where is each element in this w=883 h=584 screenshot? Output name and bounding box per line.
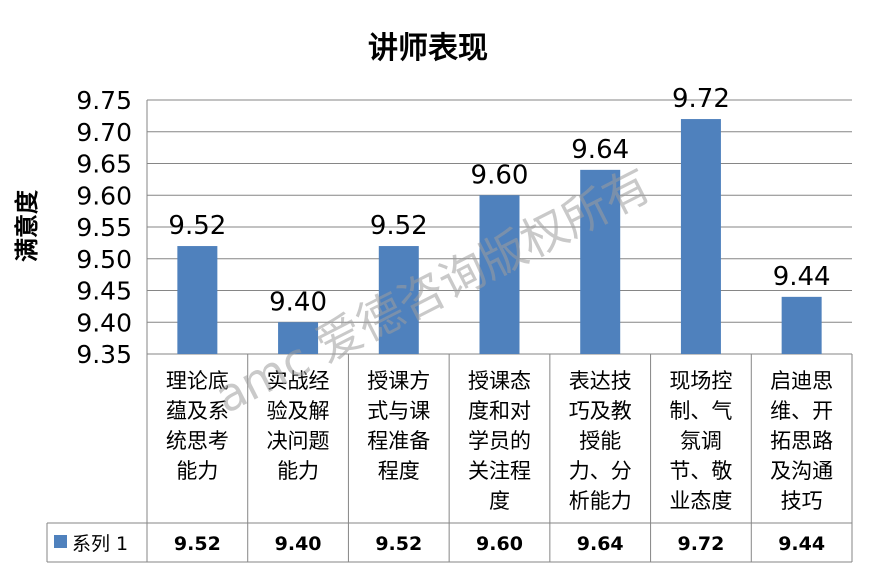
table-cell-value: 9.40	[275, 533, 322, 555]
y-tick-label: 9.65	[76, 150, 132, 179]
table-cell-value: 9.60	[476, 533, 523, 555]
y-axis-label: 满意度	[13, 189, 41, 262]
bar	[680, 119, 721, 354]
data-label: 9.44	[773, 262, 831, 292]
table-cell-value: 9.64	[577, 533, 624, 555]
table-cell-value: 9.44	[778, 533, 825, 555]
data-label: 9.60	[471, 160, 529, 190]
legend-swatch	[54, 535, 67, 548]
x-tick-label: 表达技巧及教授能力、分析能力	[569, 369, 632, 513]
x-tick-label: 理论底蕴及系统思考能力	[166, 369, 229, 483]
y-tick-label: 9.45	[76, 277, 132, 306]
table-cell-value: 9.52	[375, 533, 422, 555]
bar	[177, 246, 218, 354]
x-tick-label: 启迪思维、开拓思路及沟通技巧	[770, 369, 833, 513]
data-label: 9.52	[168, 211, 226, 241]
y-tick-label: 9.35	[76, 340, 132, 369]
y-ticks: 9.35 9.409.45 9.50 9.55 9.609.65 9.70 9.75	[76, 86, 132, 369]
data-labels: 9.52 9.40 9.52 9.60 9.64 9.72 9.44	[168, 84, 830, 317]
x-tick-label: 授课方式与课程准备程度	[367, 369, 430, 483]
data-label: 9.40	[269, 287, 327, 317]
y-tick-label: 9.40	[76, 308, 132, 337]
data-label: 9.72	[672, 84, 730, 114]
legend-series-name: 系列 1	[72, 533, 128, 555]
y-tick-label: 9.75	[76, 86, 132, 115]
data-table: 理论底蕴及系统思考能力实战经验及解决问题能力授课方式与课程准备程度授课态度和对学…	[46, 100, 853, 563]
table-cell-value: 9.72	[677, 533, 724, 555]
bar	[378, 246, 419, 354]
table-cell-value: 9.52	[174, 533, 221, 555]
y-tick-label: 9.55	[76, 213, 132, 242]
x-tick-label: 授课态度和对学员的关注程度	[468, 369, 531, 513]
bars	[177, 119, 822, 354]
bar	[781, 296, 822, 354]
bar	[278, 322, 319, 354]
y-tick-label: 9.60	[76, 181, 132, 210]
data-label: 9.64	[571, 135, 629, 165]
chart-title: 讲师表现	[368, 31, 488, 66]
bar	[580, 169, 621, 354]
bar	[479, 195, 520, 354]
y-tick-label: 9.50	[76, 245, 132, 274]
data-label: 9.52	[370, 211, 428, 241]
x-tick-label: 现场控制、气氛调节、敬业态度	[669, 369, 732, 513]
y-tick-label: 9.70	[76, 118, 132, 147]
x-tick-label: 实战经验及解决问题能力	[267, 369, 330, 483]
